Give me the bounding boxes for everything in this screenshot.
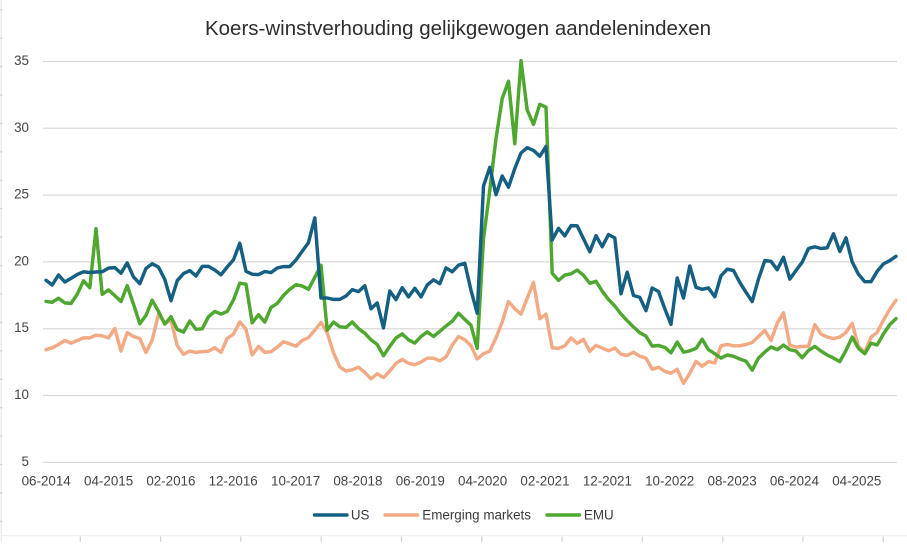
svg-text:5: 5 [22, 454, 29, 469]
svg-text:30: 30 [14, 120, 29, 135]
svg-text:08-2023: 08-2023 [708, 473, 757, 488]
svg-text:35: 35 [14, 53, 29, 68]
svg-text:10-2022: 10-2022 [645, 473, 694, 488]
svg-text:04-2020: 04-2020 [458, 473, 507, 488]
svg-text:02-2016: 02-2016 [146, 473, 195, 488]
svg-text:08-2018: 08-2018 [333, 473, 382, 488]
svg-text:04-2025: 04-2025 [832, 473, 881, 488]
svg-text:02-2021: 02-2021 [520, 473, 569, 488]
svg-text:Koers-winstverhouding gelijkge: Koers-winstverhouding gelijkgewogen aand… [205, 17, 711, 40]
svg-text:10: 10 [14, 387, 29, 402]
svg-text:Emerging markets: Emerging markets [422, 508, 531, 523]
svg-text:12-2021: 12-2021 [583, 473, 632, 488]
svg-text:US: US [351, 508, 370, 523]
svg-text:06-2019: 06-2019 [396, 473, 445, 488]
svg-text:25: 25 [14, 187, 29, 202]
svg-text:06-2014: 06-2014 [22, 473, 72, 488]
svg-text:12-2016: 12-2016 [209, 473, 258, 488]
svg-text:EMU: EMU [584, 508, 614, 523]
svg-text:04-2015: 04-2015 [84, 473, 133, 488]
svg-text:06-2024: 06-2024 [770, 473, 820, 488]
svg-text:20: 20 [14, 253, 29, 268]
svg-text:10-2017: 10-2017 [271, 473, 320, 488]
svg-text:15: 15 [14, 320, 29, 335]
